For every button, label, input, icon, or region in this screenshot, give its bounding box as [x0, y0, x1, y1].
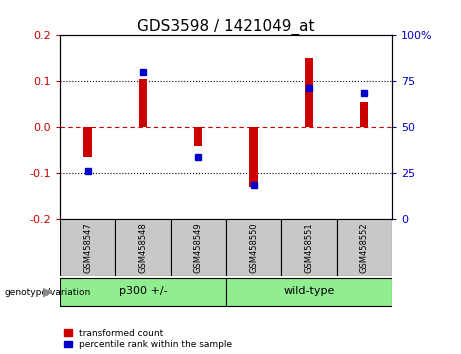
Bar	[226, 278, 392, 306]
Bar	[139, 79, 147, 127]
Bar	[60, 278, 226, 306]
Text: GSM458550: GSM458550	[249, 222, 258, 273]
Bar	[60, 219, 115, 276]
Text: GSM458552: GSM458552	[360, 222, 369, 273]
Bar	[305, 58, 313, 127]
Bar	[194, 127, 202, 146]
Bar	[83, 127, 92, 157]
Bar	[171, 219, 226, 276]
Text: genotype/variation: genotype/variation	[5, 287, 91, 297]
Bar	[281, 219, 337, 276]
Bar	[115, 219, 171, 276]
Text: GSM458547: GSM458547	[83, 222, 92, 273]
Text: GSM458549: GSM458549	[194, 222, 203, 273]
Legend: transformed count, percentile rank within the sample: transformed count, percentile rank withi…	[65, 329, 232, 349]
Text: GSM458548: GSM458548	[138, 222, 148, 273]
Bar	[360, 102, 368, 127]
Text: p300 +/-: p300 +/-	[118, 286, 167, 296]
Text: ▶: ▶	[43, 286, 53, 298]
Bar	[226, 219, 281, 276]
Bar	[249, 127, 258, 187]
Title: GDS3598 / 1421049_at: GDS3598 / 1421049_at	[137, 19, 315, 35]
Text: wild-type: wild-type	[283, 286, 335, 296]
Text: GSM458551: GSM458551	[304, 222, 313, 273]
Bar	[337, 219, 392, 276]
